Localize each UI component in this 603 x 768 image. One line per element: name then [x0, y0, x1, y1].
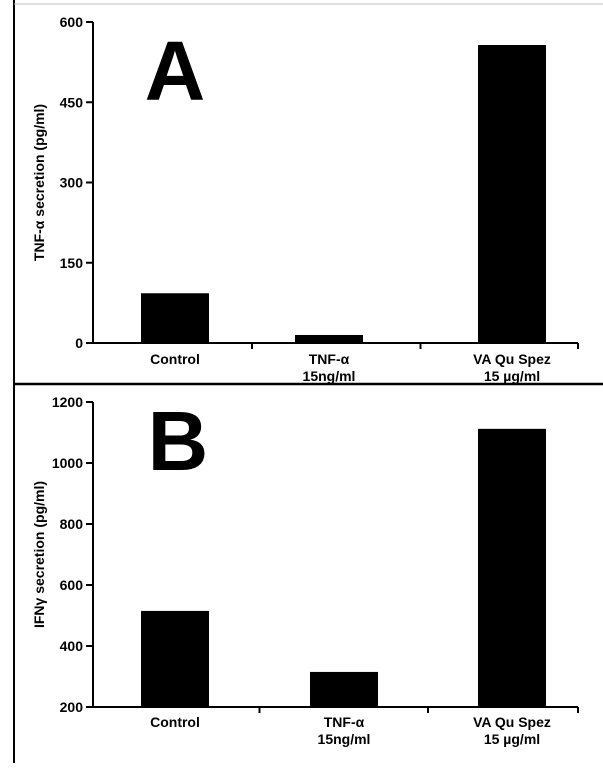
bar — [141, 293, 209, 343]
y-tick-label: 300 — [60, 175, 84, 191]
panel-letter: A — [145, 24, 206, 118]
x-category-label: Control — [150, 351, 200, 367]
y-axis-title: IFNγ secretion (pg/ml) — [31, 481, 47, 628]
y-tick-label: 0 — [75, 335, 83, 351]
bar — [295, 334, 363, 343]
y-tick-label: 1200 — [52, 394, 83, 410]
x-category-label: 15ng/ml — [318, 731, 371, 747]
x-category-label: VA Qu Spez — [473, 351, 551, 367]
y-tick-label: 1000 — [52, 455, 83, 471]
bar — [478, 45, 546, 343]
y-tick-label: 150 — [60, 255, 84, 271]
bar — [141, 610, 209, 707]
y-axis-title: TNF-α secretion (pg/ml) — [31, 104, 47, 261]
x-category-label: 15 µg/ml — [484, 731, 540, 747]
x-category-label: Control — [150, 714, 200, 730]
y-tick-label: 400 — [60, 638, 84, 654]
y-tick-label: 450 — [60, 94, 84, 110]
bar — [478, 428, 546, 707]
panel-b: B 200 400 600 800 1000 1200 Control TNF-α15ng/ml… — [31, 394, 579, 747]
y-tick-label: 600 — [60, 577, 84, 593]
x-category-label: 15 µg/ml — [484, 368, 540, 384]
x-category-label: TNF-α — [324, 714, 365, 730]
x-category-label: VA Qu Spez — [473, 714, 551, 730]
y-tick-label: 600 — [60, 14, 84, 30]
bar — [310, 671, 378, 707]
y-tick-label: 800 — [60, 516, 84, 532]
y-tick-label: 200 — [60, 699, 84, 715]
x-category-label: TNF-α — [309, 351, 350, 367]
x-category-label: 15ng/ml — [303, 368, 356, 384]
panel-letter: B — [148, 394, 209, 488]
